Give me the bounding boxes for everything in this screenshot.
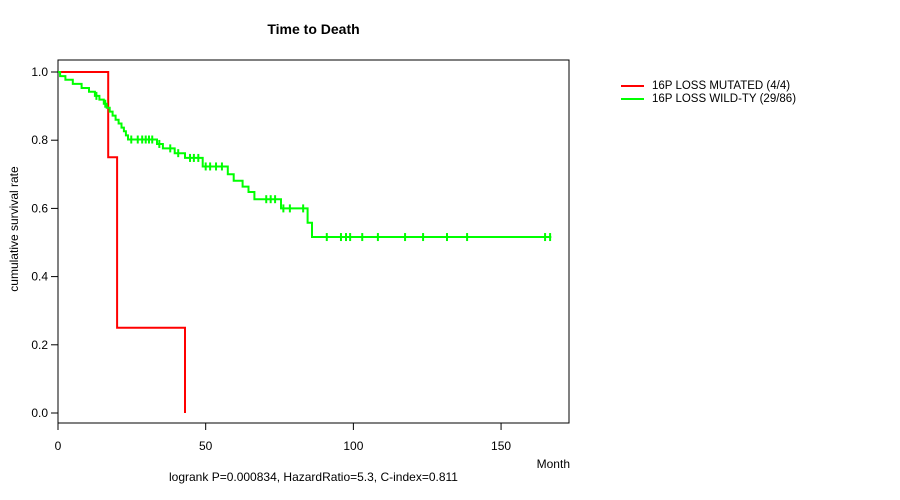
legend-label-mutated: 16P LOSS MUTATED (4/4) — [652, 79, 791, 92]
y-axis-tick-label: 0.0 — [31, 406, 48, 420]
y-axis-tick-label: 0.6 — [31, 201, 48, 215]
y-axis-tick-label: 0.8 — [31, 133, 48, 147]
plot-box — [57, 59, 570, 424]
y-axis-label: cumulative survival rate — [7, 166, 21, 292]
chart-title: Time to Death — [267, 21, 360, 37]
legend-label-wildtype: 16P LOSS WILD-TY (29/86) — [652, 92, 797, 105]
x-axis-tick-label: 150 — [491, 439, 511, 453]
x-axis-tick-label: 50 — [199, 439, 213, 453]
km-curve-16p-loss-wild-ty-29-86 — [58, 71, 552, 238]
legend-item-wildtype: 16P LOSS WILD-TY (29/86) — [621, 92, 796, 105]
km-curve-16p-loss-mutated-4-4 — [58, 71, 186, 413]
legend-item-mutated: 16P LOSS MUTATED (4/4) — [621, 79, 796, 92]
legend: 16P LOSS MUTATED (4/4) 16P LOSS WILD-TY … — [621, 79, 796, 105]
x-axis-tick-label: 100 — [343, 439, 363, 453]
legend-line-red-icon — [621, 84, 644, 87]
stats-footer: logrank P=0.000834, HazardRatio=5.3, C-i… — [169, 470, 458, 484]
y-axis-tick-label: 0.4 — [31, 270, 48, 284]
legend-line-green-icon — [621, 97, 644, 100]
x-axis-label: Month — [536, 457, 570, 471]
y-axis-tick-label: 1.0 — [31, 65, 48, 79]
y-axis-tick-label: 0.2 — [31, 338, 48, 352]
x-axis-tick-label: 0 — [55, 439, 62, 453]
